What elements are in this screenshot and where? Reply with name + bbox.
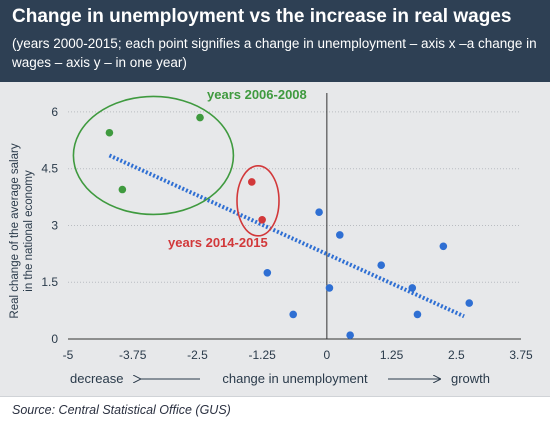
scatter-chart: -5 -3.75 -2.5 -1.25 0 1.25 2.5 3.75 0 1.5 3 4.5 6 y… [9,87,533,386]
data-point [118,185,127,194]
x-tick-label: -5 [63,348,74,362]
highlight-ellipse-2006-2008 [72,95,235,216]
source-note: Source: Central Statistical Office (GUS) [12,403,231,417]
y-tick-label: 4.5 [41,162,58,176]
x-tick-label: 2.5 [448,348,465,362]
y-tick-label: 3 [51,218,58,232]
chart-subtitle: (years 2000-2015; each point signifies a… [12,36,537,70]
data-point [336,231,344,239]
trend-line [108,153,465,319]
data-point [289,310,298,319]
x-tick-label: -3.75 [119,348,147,362]
x-axis-label: change in unemployment [222,371,368,386]
x-label-growth: growth [451,371,490,386]
y-tick-label: 6 [51,105,58,119]
y-axis-label-line1: Real change of the average salary [9,143,21,318]
x-tick-labels: -5 -3.75 -2.5 -1.25 0 1.25 2.5 3.75 [63,348,533,362]
x-tick-label: -1.25 [248,348,276,362]
data-point [408,284,417,292]
data-point [413,310,422,319]
y-tick-label: 0 [51,332,58,346]
x-label-decrease: decrease [70,371,123,386]
data-point [196,113,204,122]
data-point [346,331,354,340]
data-points [105,113,474,340]
x-tick-label: 0 [324,348,331,362]
data-point [377,261,386,270]
x-tick-label: 1.25 [380,348,404,362]
data-point [263,268,272,277]
data-point [105,128,114,137]
grid-lines [68,111,521,283]
x-tick-label: 3.75 [509,348,533,362]
data-point [439,242,448,251]
data-point [465,299,474,307]
data-point [247,178,256,186]
y-axis-label-line2: in the national economy [23,170,35,292]
y-tick-label: 1.5 [41,275,58,289]
y-tick-labels: 0 1.5 3 4.5 6 [41,105,58,346]
chart-title: Change in unemployment vs the increase i… [12,6,512,27]
highlight-ellipse-2014-2015 [236,165,280,237]
annotation-years-2006-2008: years 2006-2008 [207,87,307,102]
data-point [258,215,266,224]
data-point [325,284,334,292]
x-tick-label: -2.5 [187,348,208,362]
footer: Source: Central Statistical Office (GUS) [0,396,550,426]
title-bar: Change in unemployment vs the increase i… [0,0,550,82]
annotation-years-2014-2015: years 2014-2015 [168,235,268,250]
data-point [315,208,323,217]
